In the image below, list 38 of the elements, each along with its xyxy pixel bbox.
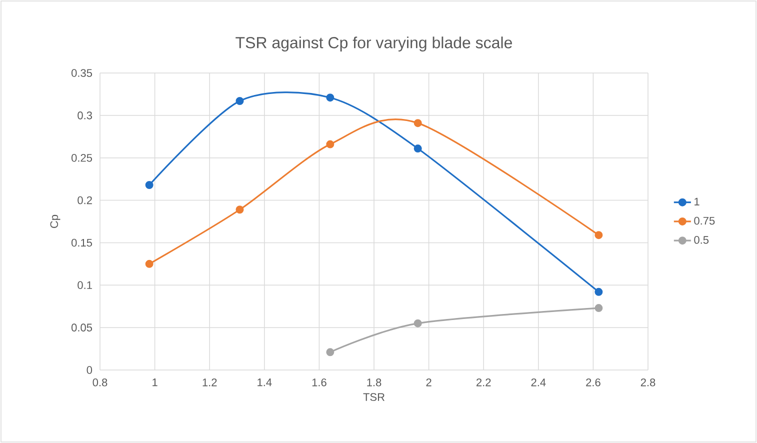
x-tick-label: 1.8 — [367, 378, 382, 386]
x-tick-label: 2.8 — [640, 378, 656, 386]
x-tick-label: 1 — [152, 378, 158, 386]
x-tick-label: 2.6 — [586, 378, 600, 386]
x-tick-label: 1.6 — [312, 378, 326, 386]
x-tick-label: 1.2 — [202, 378, 217, 386]
legend-label: 0.5 — [694, 236, 709, 244]
chart-title: TSR against Cp for varying blade scale — [236, 36, 512, 52]
point — [414, 119, 422, 128]
x-tick-label: 2.2 — [476, 378, 491, 386]
x-tick-label: 0.8 — [92, 378, 108, 386]
point — [326, 348, 334, 356]
y-tick-label: 0.25 — [72, 154, 92, 162]
point — [594, 304, 603, 312]
x-tick-label: 2.4 — [531, 378, 546, 386]
x-tick-label: 1.4 — [258, 378, 272, 386]
legend-label: 1 — [694, 198, 700, 206]
point — [326, 94, 334, 102]
y-tick-label: 0.3 — [78, 112, 92, 120]
y-tick-label: 0.05 — [72, 324, 92, 332]
y-tick-label: 0.2 — [78, 196, 92, 204]
point — [414, 319, 422, 328]
point — [145, 181, 154, 190]
point — [326, 140, 334, 148]
point — [414, 144, 422, 153]
point — [236, 206, 244, 214]
x-axis-title: TSR — [363, 393, 384, 401]
legend-label: 0.75 — [694, 216, 715, 225]
point — [236, 97, 244, 105]
point — [594, 231, 603, 240]
y-axis-title: Cp — [50, 214, 60, 228]
x-tick-label: 2 — [426, 378, 432, 386]
y-tick-label: 0.35 — [72, 69, 92, 77]
y-tick-label: 0.1 — [78, 281, 92, 290]
point — [594, 288, 603, 296]
point — [145, 260, 154, 268]
y-tick-label: 0 — [86, 366, 92, 374]
y-tick-label: 0.15 — [72, 238, 92, 247]
